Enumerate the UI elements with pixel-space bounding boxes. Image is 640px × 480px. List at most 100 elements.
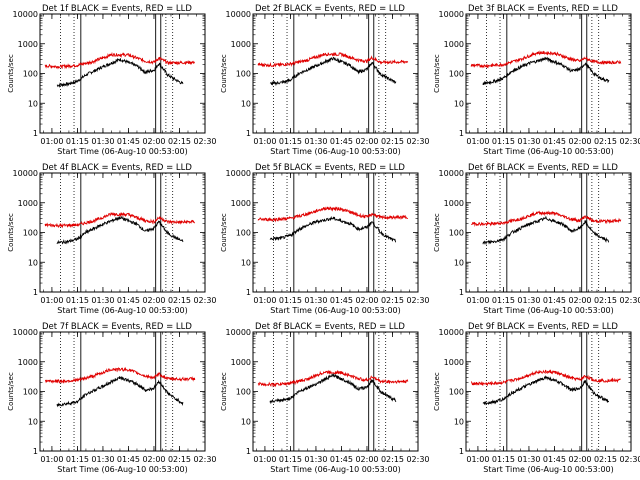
y-tick-label: 1 (33, 129, 38, 138)
x-tick-label: 02:00 (142, 137, 165, 146)
x-tick-label: 02:00 (568, 455, 591, 464)
y-axis-label: Counts/sec (433, 213, 441, 252)
lld-series-line (257, 52, 409, 68)
x-tick-label: 01:00 (466, 296, 489, 305)
x-axis-label: Start Time (06-Aug-10 00:53:00) (270, 465, 401, 474)
y-tick-label: 1 (33, 447, 38, 456)
x-tick-label: 01:00 (253, 455, 276, 464)
x-tick-label: 02:30 (406, 455, 429, 464)
x-tick-label: 01:30 (91, 296, 114, 305)
x-tick-label: 01:30 (304, 296, 327, 305)
y-tick-label: 10000 (226, 10, 251, 19)
y-tick-label: 10000 (13, 10, 38, 19)
x-tick-label: 02:00 (355, 296, 378, 305)
x-tick-label: 02:30 (619, 137, 640, 146)
y-tick-label: 10 (454, 258, 464, 267)
x-tick-label: 02:00 (568, 296, 591, 305)
events-series-line (269, 56, 397, 87)
lld-series-line (44, 51, 196, 70)
x-tick-label: 01:45 (543, 296, 566, 305)
x-axis-label: Start Time (06-Aug-10 00:53:00) (270, 147, 401, 156)
y-tick-label: 1000 (231, 40, 251, 49)
x-tick-label: 02:30 (619, 296, 640, 305)
x-tick-label: 01:15 (492, 455, 515, 464)
lld-series-line (257, 206, 408, 223)
lld-series-line (44, 211, 196, 229)
y-tick-label: 10000 (439, 169, 464, 178)
detector-plot-panel: Det 3f BLACK = Events, RED = LLD 1 10 100 10… (433, 4, 640, 156)
x-tick-label: 01:00 (253, 137, 276, 146)
detector-plot-panel: Det 5f BLACK = Events, RED = LLD 1 10 100 10… (220, 163, 430, 315)
y-axis-label: Counts/sec (220, 213, 228, 252)
lld-series-line (44, 366, 196, 384)
x-tick-label: 01:45 (543, 137, 566, 146)
y-tick-label: 1000 (231, 358, 251, 367)
plot-title: Det 8f BLACK = Events, RED = LLD (255, 322, 405, 332)
y-tick-label: 1 (33, 288, 38, 297)
x-tick-label: 02:15 (381, 455, 404, 464)
y-tick-label: 10 (241, 258, 251, 267)
x-axis-label: Start Time (06-Aug-10 00:53:00) (483, 306, 614, 315)
lld-series-line (257, 369, 409, 388)
events-series-line (269, 215, 397, 243)
x-tick-label: 01:45 (117, 137, 140, 146)
x-tick-label: 02:30 (193, 296, 216, 305)
events-series-line (482, 375, 609, 406)
events-series-line (56, 215, 184, 245)
x-axis-label: Start Time (06-Aug-10 00:53:00) (483, 465, 614, 474)
lld-series-line (470, 50, 622, 69)
y-tick-label: 10 (28, 258, 38, 267)
plot-frame (39, 13, 206, 134)
y-tick-label: 1 (246, 447, 251, 456)
y-axis-label: Counts/sec (7, 372, 15, 411)
y-tick-label: 10 (241, 99, 251, 108)
y-tick-label: 10 (241, 417, 251, 426)
x-axis-label: Start Time (06-Aug-10 00:53:00) (57, 306, 188, 315)
x-tick-label: 01:30 (517, 137, 540, 146)
x-tick-label: 01:45 (330, 455, 353, 464)
x-axis-label: Start Time (06-Aug-10 00:53:00) (57, 147, 188, 156)
x-axis-label: Start Time (06-Aug-10 00:53:00) (57, 465, 188, 474)
y-tick-label: 10000 (226, 328, 251, 337)
x-tick-label: 01:45 (117, 296, 140, 305)
x-tick-label: 02:00 (355, 455, 378, 464)
detector-plot-panel: Det 1f BLACK = Events, RED = LLD 1 10 100 10… (7, 4, 217, 156)
y-tick-label: 10 (454, 417, 464, 426)
x-tick-label: 01:30 (304, 455, 327, 464)
x-tick-label: 01:15 (66, 137, 89, 146)
y-axis-label: Counts/sec (433, 372, 441, 411)
detector-plot-panel: Det 7f BLACK = Events, RED = LLD 1 10 100 10… (7, 322, 217, 474)
y-tick-label: 100 (236, 388, 251, 397)
x-tick-label: 01:00 (40, 455, 63, 464)
x-axis-label: Start Time (06-Aug-10 00:53:00) (270, 306, 401, 315)
y-tick-label: 1000 (18, 40, 38, 49)
detector-plot-panel: Det 4f BLACK = Events, RED = LLD 1 10 100 10… (7, 163, 217, 315)
x-tick-label: 01:15 (492, 296, 515, 305)
plot-frame (465, 172, 632, 293)
x-tick-label: 02:30 (406, 296, 429, 305)
x-tick-label: 01:30 (91, 137, 114, 146)
events-series-line (482, 56, 610, 86)
x-tick-label: 01:00 (40, 137, 63, 146)
x-axis-label: Start Time (06-Aug-10 00:53:00) (483, 147, 614, 156)
events-series-line (482, 215, 610, 246)
x-tick-label: 01:45 (117, 455, 140, 464)
x-tick-label: 02:15 (168, 137, 191, 146)
y-tick-label: 1000 (231, 199, 251, 208)
x-tick-label: 01:30 (517, 296, 540, 305)
x-tick-label: 01:15 (66, 455, 89, 464)
plot-frame (252, 331, 419, 452)
y-tick-label: 100 (236, 229, 251, 238)
x-tick-label: 02:15 (168, 455, 191, 464)
detector-plot-panel: Det 9f BLACK = Events, RED = LLD 1 10 100 10… (433, 322, 640, 474)
x-tick-label: 01:00 (466, 455, 489, 464)
x-tick-label: 02:15 (594, 137, 617, 146)
x-tick-label: 01:30 (304, 137, 327, 146)
x-tick-label: 02:30 (193, 455, 216, 464)
y-tick-label: 100 (23, 229, 38, 238)
y-axis-label: Counts/sec (7, 213, 15, 252)
x-tick-label: 01:30 (517, 455, 540, 464)
x-tick-label: 01:30 (91, 455, 114, 464)
y-tick-label: 1000 (444, 199, 464, 208)
plot-frame (252, 13, 419, 134)
